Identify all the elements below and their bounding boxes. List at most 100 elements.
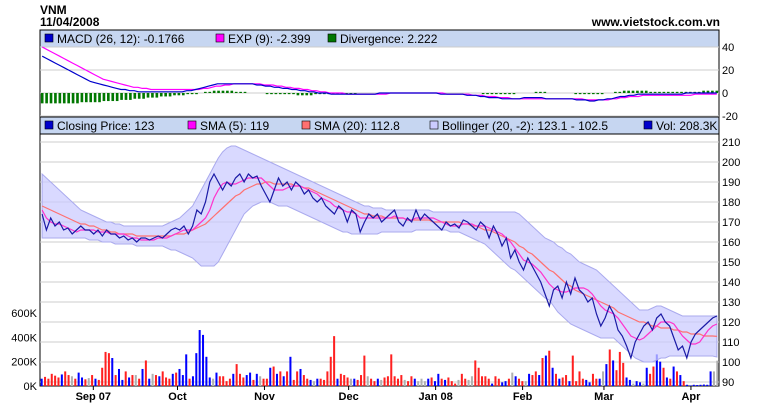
x-tick-label: Nov: [254, 391, 276, 403]
divergence-bar: [622, 90, 626, 93]
volume-bar: [134, 375, 137, 386]
divergence-bar: [287, 93, 291, 95]
volume-bar: [464, 378, 467, 386]
price-legend-label: Closing Price: 123: [57, 119, 155, 133]
volume-bar: [356, 379, 359, 386]
price-y-tick: 200: [722, 157, 740, 169]
volume-bar: [185, 354, 188, 386]
divergence-bar: [715, 90, 719, 93]
macd-line: [41, 55, 717, 102]
price-legend-swatch: [429, 120, 439, 130]
divergence-bar: [539, 91, 542, 93]
divergence-bar: [62, 93, 66, 104]
volume-bar: [215, 372, 218, 386]
price-legend: Closing Price: 123 SMA (5): 119 SMA (20): …: [44, 119, 717, 133]
date-x-axis: Sep 07 Oct Nov Dec Jan 08 Feb Mar Apr: [76, 386, 701, 403]
bollinger-area: [41, 145, 718, 363]
macd-y-tick: 40: [722, 42, 734, 54]
volume-bar: [447, 377, 450, 386]
volume-bar: [84, 379, 87, 386]
price-y-tick: 180: [722, 197, 740, 209]
divergence-bar: [600, 93, 604, 95]
volume-bar: [618, 351, 621, 386]
volume-bar: [121, 379, 124, 386]
volume-bar: [675, 371, 678, 386]
volume-bar: [40, 378, 43, 386]
volume-bar: [339, 373, 342, 386]
volume-bar: [363, 355, 366, 386]
volume-bar: [383, 377, 386, 386]
volume-bar: [467, 379, 470, 386]
volume-bar: [289, 356, 292, 386]
volume-bar: [423, 381, 426, 386]
volume-bar: [692, 384, 695, 386]
volume-bar: [460, 373, 463, 386]
volume-bar: [561, 377, 564, 386]
divergence-bar: [671, 91, 675, 93]
volume-bar: [114, 375, 117, 386]
volume-bar: [615, 370, 618, 386]
divergence-bar: [292, 93, 295, 95]
divergence-bar: [614, 91, 617, 93]
divergence-bar: [658, 91, 661, 93]
volume-bar: [541, 358, 544, 386]
volume-bar: [336, 378, 339, 386]
volume-bar: [410, 376, 413, 386]
price-y-tick: 160: [722, 237, 740, 249]
macd-lines: [41, 46, 717, 102]
volume-bar: [608, 349, 611, 386]
divergence-bar: [265, 93, 269, 95]
divergence-bar: [578, 93, 582, 95]
volume-bar: [632, 383, 635, 386]
divergence-bar: [296, 93, 300, 96]
volume-bar: [138, 378, 141, 386]
volume-bar: [128, 377, 131, 386]
volume-bar: [44, 376, 47, 386]
volume-bar: [60, 374, 63, 386]
macd-legend-swatch: [44, 33, 54, 43]
divergence-bar: [67, 93, 70, 104]
volume-bar: [101, 367, 104, 386]
volume-bar: [544, 355, 547, 386]
volume-bar: [269, 367, 272, 386]
divergence-bar: [711, 90, 714, 93]
price-lines: [41, 172, 718, 361]
volume-bar: [181, 375, 184, 386]
divergence-bar: [534, 91, 538, 93]
macd-legend-swatch: [327, 33, 337, 43]
website-label[interactable]: www.vietstock.com.vn: [591, 15, 720, 29]
volume-bar: [484, 376, 487, 386]
divergence-bar: [80, 93, 84, 103]
price-y-tick: 90: [722, 377, 734, 389]
volume-bar: [202, 334, 205, 386]
volume-bar: [605, 364, 608, 386]
volume-bar: [111, 358, 114, 386]
volume-bar: [433, 381, 436, 386]
volume-bar: [208, 377, 211, 386]
volume-bar: [124, 371, 127, 386]
divergence-bar: [587, 93, 591, 95]
volume-bar: [437, 373, 440, 386]
volume-bar: [195, 353, 198, 386]
divergence-bar: [208, 91, 212, 93]
volume-bar: [158, 376, 161, 386]
divergence-bar: [495, 93, 498, 95]
divergence-bar: [129, 93, 132, 100]
volume-bar: [662, 367, 665, 386]
volume-bar: [474, 360, 477, 386]
divergence-bar: [164, 93, 167, 97]
divergence-bar: [239, 91, 242, 93]
volume-bar: [491, 383, 494, 386]
volume-bar: [286, 371, 289, 386]
volume-bar: [148, 378, 151, 386]
volume-bar: [581, 378, 584, 386]
volume-bar: [568, 381, 571, 386]
divergence-bar: [653, 91, 657, 93]
volume-bar: [151, 373, 154, 386]
volume-bar: [507, 378, 510, 386]
volume-bar: [309, 379, 312, 386]
volume-bar: [571, 355, 574, 386]
volume-bar: [427, 378, 430, 386]
volume-bar: [591, 373, 594, 386]
volume-bar: [265, 378, 268, 386]
